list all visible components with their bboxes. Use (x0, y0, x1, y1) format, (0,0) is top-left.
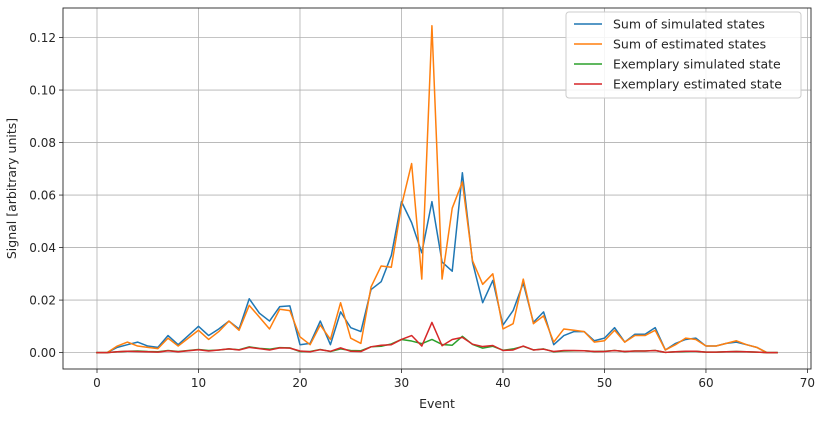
legend-label: Sum of simulated states (613, 17, 765, 32)
series-line-exemplary-estimated-state (96, 321, 778, 354)
legend-box (565, 11, 802, 99)
x-tick-label: 70 (800, 376, 815, 390)
y-tick-label: 0.02 (29, 293, 56, 307)
x-tick-label: 40 (495, 376, 510, 390)
legend: Sum of simulated states Sum of estimated … (565, 11, 802, 99)
x-tick-label: 20 (292, 376, 307, 390)
y-tick-label: 0.10 (29, 83, 56, 97)
plot-frame (62, 7, 812, 370)
x-tick-label: 60 (698, 376, 713, 390)
series-layer (96, 24, 778, 354)
y-axis-title: Signal [arbitrary units] (4, 118, 19, 259)
x-axis-ticks: 0 10 20 30 40 50 60 70 (93, 369, 815, 390)
legend-label: Sum of estimated states (613, 37, 766, 52)
x-tick-label: 50 (597, 376, 612, 390)
y-tick-label: 0.08 (29, 136, 56, 150)
y-tick-label: 0.06 (29, 188, 56, 202)
series-line-sum-of-estimated-states (96, 24, 778, 354)
grid-lines (63, 8, 811, 369)
x-tick-label: 0 (93, 376, 101, 390)
y-tick-label: 0.04 (29, 241, 56, 255)
legend-label: Exemplary estimated state (613, 77, 782, 92)
y-tick-label: 0.12 (29, 31, 56, 45)
y-axis-ticks: 0.00 0.02 0.04 0.06 0.08 0.10 0.12 (29, 31, 63, 360)
x-axis-title: Event (419, 396, 455, 411)
legend-label: Exemplary simulated state (613, 57, 781, 72)
x-tick-label: 10 (191, 376, 206, 390)
x-tick-label: 30 (394, 376, 409, 390)
y-tick-label: 0.00 (29, 346, 56, 360)
